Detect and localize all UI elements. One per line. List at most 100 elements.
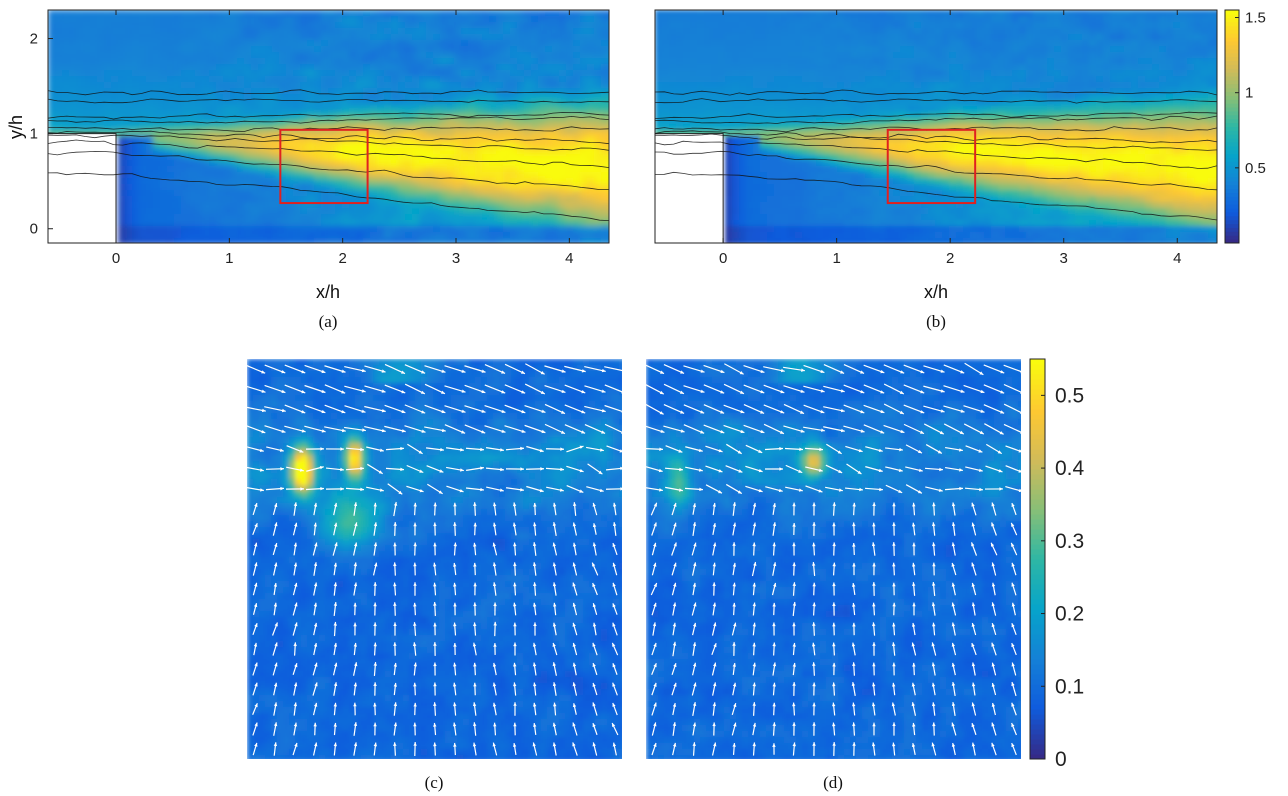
field-cell [405, 214, 413, 221]
field-cell [851, 106, 859, 113]
field-cell [991, 58, 999, 65]
field-cell [55, 34, 63, 41]
field-cell [412, 142, 420, 149]
field-cell [580, 52, 588, 59]
field-cell [942, 124, 950, 131]
field-cell [858, 58, 866, 65]
field-cell [398, 76, 406, 83]
field-cell [398, 148, 406, 155]
field-cell [139, 124, 147, 131]
field-cell [363, 70, 371, 77]
field-cell [349, 130, 357, 137]
field-cell [489, 202, 497, 209]
field-cell [1019, 130, 1027, 137]
field-cell [823, 124, 831, 131]
field-cell [1096, 112, 1104, 119]
field-cell [335, 16, 343, 23]
field-cell [524, 28, 532, 35]
field-cell [580, 226, 588, 233]
field-cell [139, 70, 147, 77]
field-cell [594, 160, 602, 167]
field-cell [146, 52, 154, 59]
field-cell [669, 58, 677, 65]
field-cell [76, 52, 84, 59]
field-cell [258, 214, 266, 221]
field-cell [202, 172, 210, 179]
field-cell [279, 202, 287, 209]
field-cell [991, 142, 999, 149]
field-cell [559, 52, 567, 59]
field-cell [879, 40, 887, 47]
field-cell [475, 64, 483, 71]
field-cell [447, 148, 455, 155]
field-cell [788, 28, 796, 35]
field-cell [830, 46, 838, 53]
field-cell [167, 94, 175, 101]
field-cell [594, 64, 602, 71]
field-cell [454, 178, 462, 185]
field-cell [823, 148, 831, 155]
field-cell [517, 148, 525, 155]
field-cell [90, 10, 98, 17]
field-cell [774, 28, 782, 35]
field-cell [307, 172, 315, 179]
field-cell [104, 100, 112, 107]
field-cell [244, 124, 252, 131]
field-cell [1082, 16, 1090, 23]
field-cell [837, 76, 845, 83]
field-cell [601, 160, 609, 167]
field-cell [956, 106, 964, 113]
field-cell [426, 112, 434, 119]
field-cell [496, 178, 504, 185]
field-cell [174, 46, 182, 53]
field-cell [125, 16, 133, 23]
field-cell [426, 208, 434, 215]
field-cell [307, 28, 315, 35]
field-cell [1152, 148, 1160, 155]
field-cell [767, 34, 775, 41]
field-cell [426, 238, 434, 243]
field-cell [830, 76, 838, 83]
field-cell [230, 220, 238, 227]
field-cell [412, 208, 420, 215]
field-cell [447, 112, 455, 119]
field-cell [475, 118, 483, 125]
field-cell [76, 88, 84, 95]
field-cell [1159, 58, 1167, 65]
field-cell [314, 160, 322, 167]
field-cell [816, 40, 824, 47]
field-cell [1103, 64, 1111, 71]
field-cell [370, 202, 378, 209]
field-cell [447, 166, 455, 173]
field-cell [914, 34, 922, 41]
field-cell [594, 148, 602, 155]
field-cell [711, 16, 719, 23]
field-cell [461, 154, 469, 161]
field-cell [837, 28, 845, 35]
field-cell [349, 16, 357, 23]
field-cell [118, 232, 126, 239]
field-cell [851, 130, 859, 137]
field-cell [146, 238, 154, 243]
field-cell [900, 142, 908, 149]
field-cell [879, 94, 887, 101]
field-cell [545, 10, 553, 17]
field-cell [704, 82, 712, 89]
field-cell [174, 226, 182, 233]
field-cell [447, 64, 455, 71]
field-cell [795, 16, 803, 23]
field-cell [545, 100, 553, 107]
field-cell [223, 202, 231, 209]
field-cell [377, 100, 385, 107]
field-cell [391, 160, 399, 167]
field-cell [998, 154, 1006, 161]
field-cell [405, 184, 413, 191]
field-cell [510, 184, 518, 191]
field-cell [984, 94, 992, 101]
field-cell [216, 136, 224, 143]
field-cell [244, 70, 252, 77]
field-cell [440, 238, 448, 243]
field-cell [872, 88, 880, 95]
field-cell [447, 214, 455, 221]
field-cell [697, 28, 705, 35]
